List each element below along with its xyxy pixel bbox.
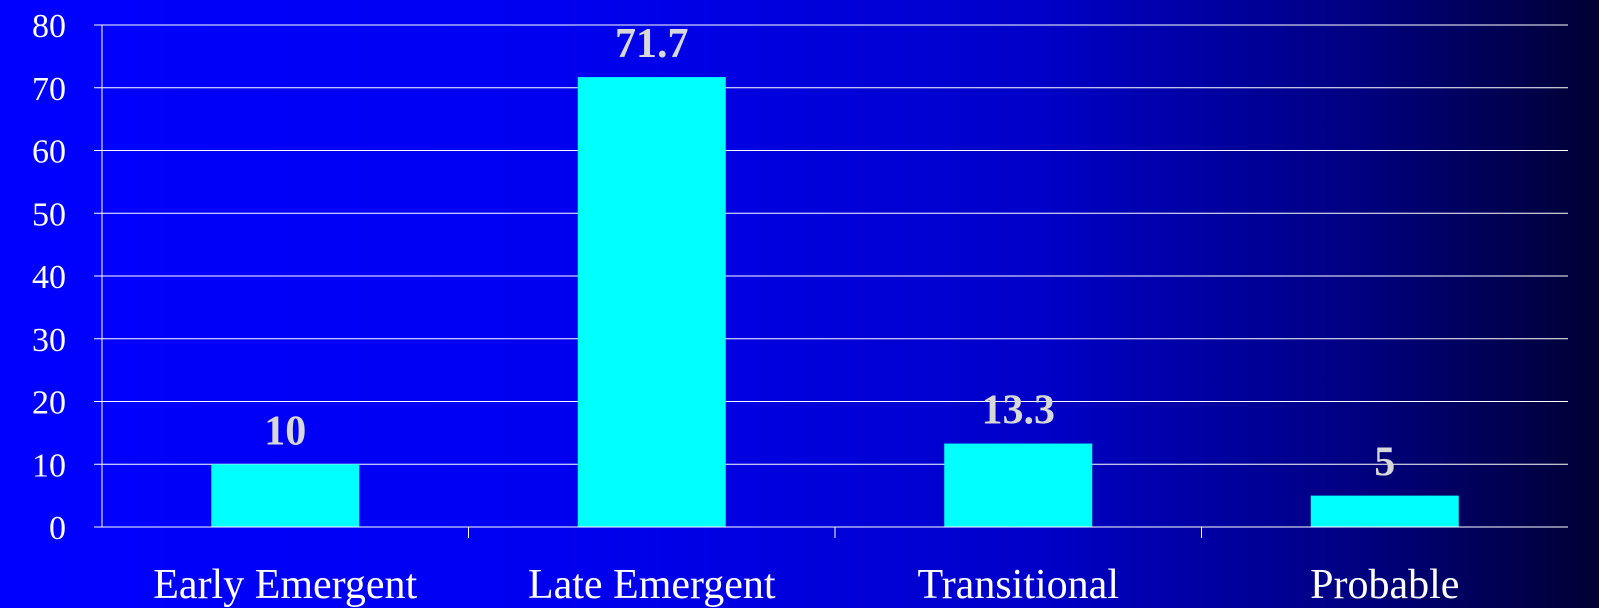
y-tick-label: 20 [32,385,66,422]
data-label: 71.7 [615,21,689,67]
data-labels: 10 71.7 13.3 5 [264,21,1395,486]
bar [944,443,1093,527]
y-tick-label: 60 [32,134,66,171]
bars [211,77,1459,528]
bar [1310,495,1459,527]
bar [577,77,726,528]
x-category-label: Transitional [918,562,1119,608]
data-label: 5 [1374,440,1395,486]
y-tick-label: 30 [32,322,66,359]
x-category-label: Early Emergent [153,562,417,608]
bar [211,464,360,527]
y-tick-label: 80 [32,8,66,45]
y-tick-label: 50 [32,196,66,233]
data-label: 13.3 [982,388,1056,434]
y-tick-label: 0 [49,510,66,547]
gridlines [94,24,1568,528]
y-tick-label: 10 [32,447,66,484]
y-tick-label: 70 [32,71,66,108]
category-labels: Early Emergent Late Emergent Transitional P… [153,562,1459,608]
y-axis-tick-labels: 0 10 20 30 40 50 60 70 80 [32,8,66,547]
x-category-label: Late Emergent [528,562,776,608]
x-axis [101,25,1568,538]
y-tick-label: 40 [32,259,66,296]
x-category-label: Probable [1310,562,1459,608]
data-label: 10 [264,408,306,454]
